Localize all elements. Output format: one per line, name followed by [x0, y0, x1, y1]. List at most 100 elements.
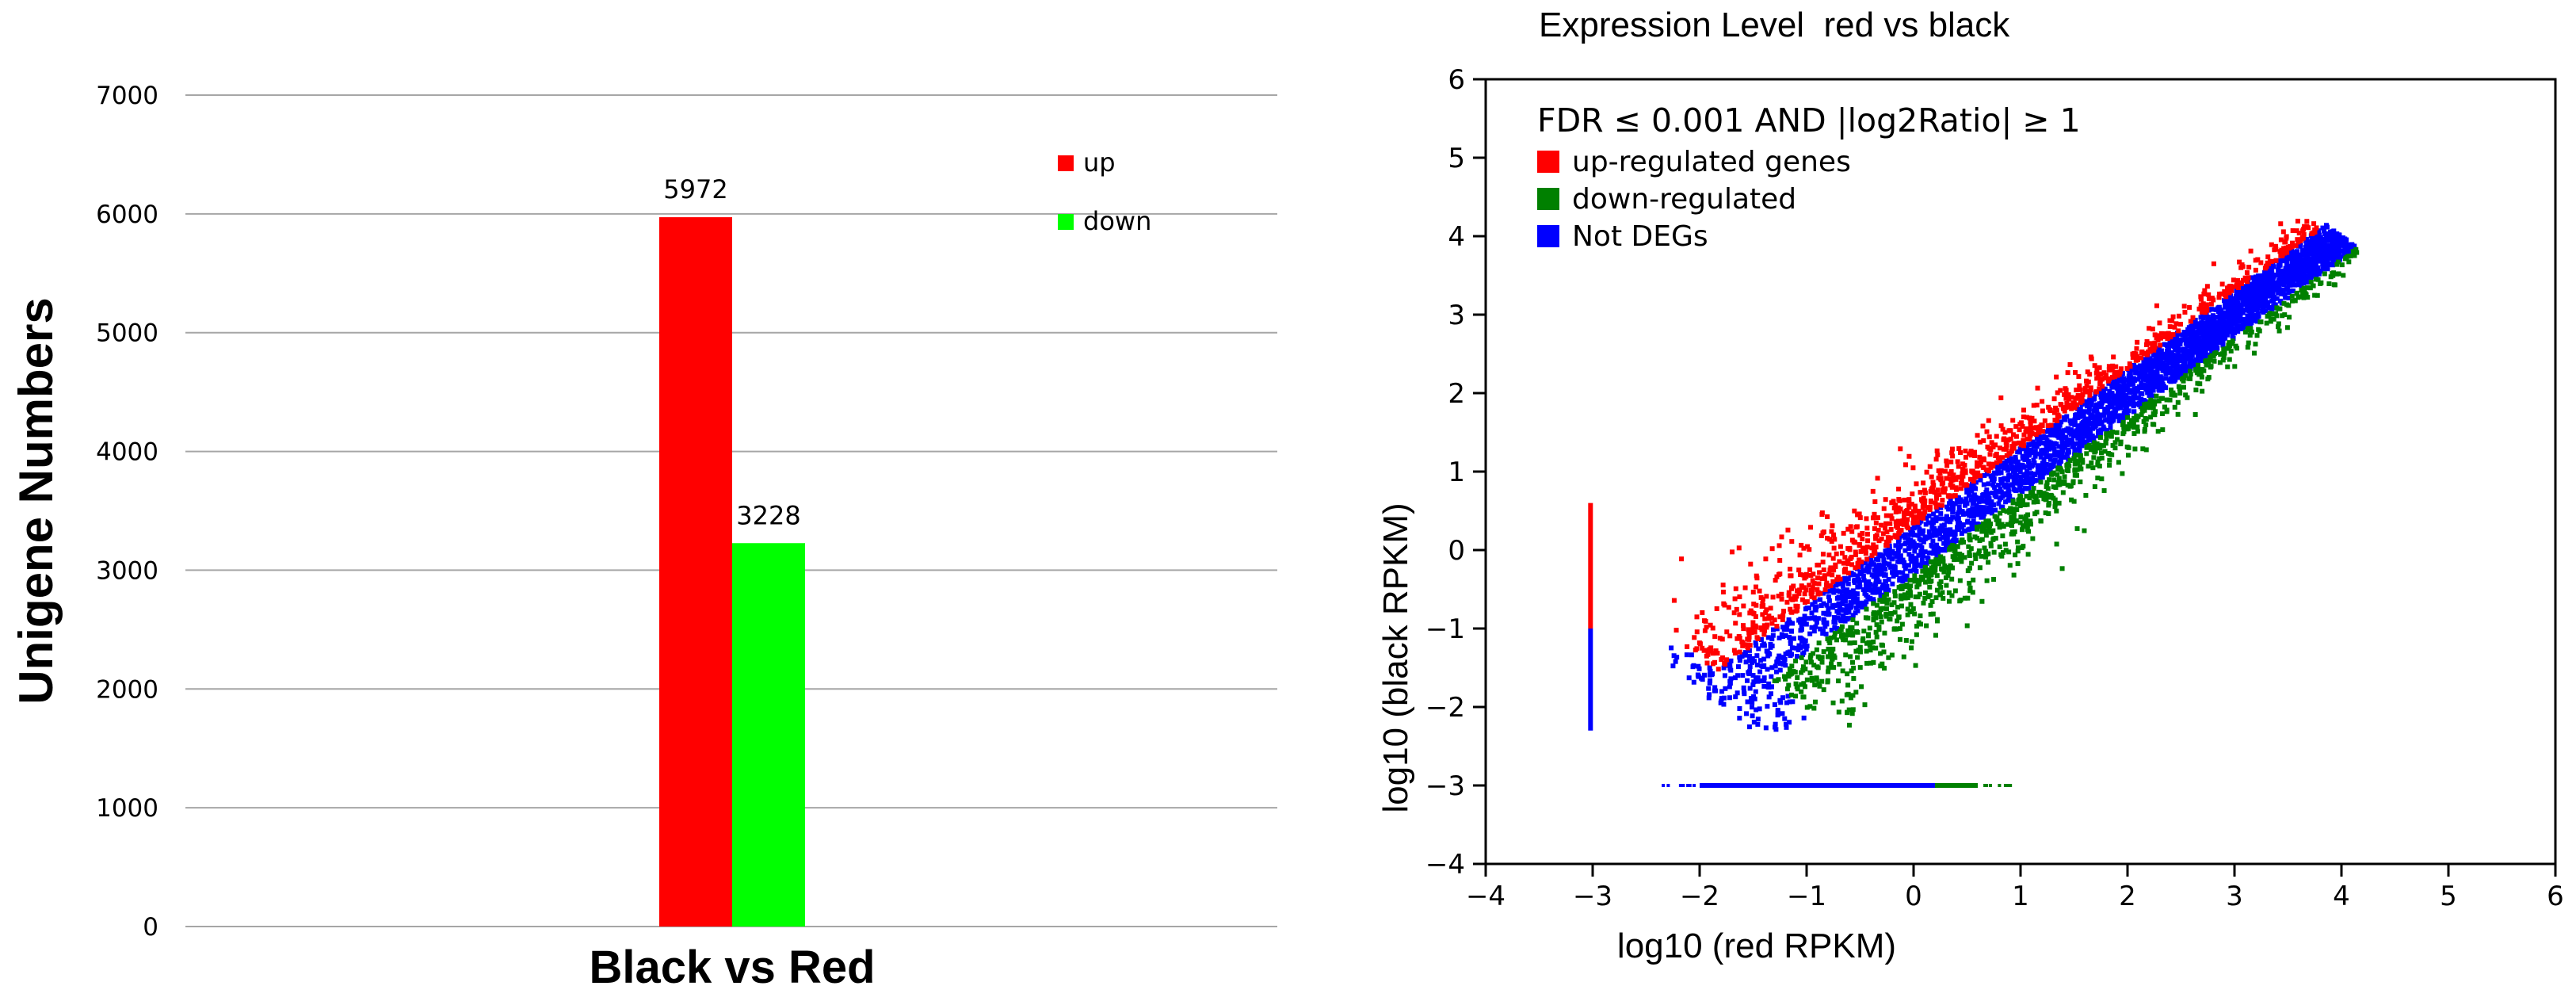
scatter-point-up-regulated	[1883, 526, 1887, 531]
scatter-point-not-degs	[2157, 388, 2162, 393]
scatter-point-not-degs	[2207, 322, 2212, 327]
scatter-point-down-regulated	[1971, 590, 1975, 594]
scatter-point-not-degs	[2044, 435, 2048, 440]
scatter-point-not-degs	[1824, 621, 1829, 626]
scatter-point-up-regulated	[1914, 481, 1918, 486]
scatter-point-down-regulated	[2140, 446, 2145, 451]
scatter-point-not-degs	[2219, 323, 2223, 327]
scatter-point-up-regulated	[1700, 610, 1704, 615]
scatter-point-down-regulated	[2257, 329, 2262, 334]
scatter-point-not-degs	[1766, 685, 1771, 690]
scatter-point-down-regulated	[2160, 427, 2165, 432]
scatter-point-down-regulated	[2072, 499, 2077, 504]
scatter-point-not-degs	[1789, 629, 1794, 634]
scatter-point-not-degs	[1993, 493, 1998, 498]
scatter-point-not-degs	[2006, 490, 2011, 495]
scatter-point-down-regulated	[1908, 602, 1913, 607]
scatter-point-up-regulated	[2249, 249, 2254, 254]
scatter-point-not-degs	[1799, 623, 1804, 628]
scatter-point-down-regulated	[1840, 699, 1845, 704]
scatter-point-down-regulated	[2160, 411, 2165, 416]
scatter-point-up-regulated	[1911, 518, 1916, 523]
scatter-point-down-regulated	[1817, 640, 1822, 645]
scatter-point-up-regulated	[1845, 558, 1850, 563]
scatter-point-down-regulated	[2207, 375, 2212, 380]
scatter-point-not-degs	[1931, 511, 1936, 516]
scatter-point-down-regulated	[2071, 456, 2076, 460]
scatter-point-up-regulated	[2168, 324, 2173, 329]
scatter-point-not-degs	[1881, 565, 1886, 570]
scatter-point-not-degs	[1723, 686, 1727, 691]
scatter-point-not-degs	[1965, 519, 1970, 524]
scatter-point-not-degs	[2063, 441, 2068, 446]
scatter-point-down-regulated	[2047, 477, 2051, 482]
scatter-point-up-regulated	[1847, 546, 1852, 551]
scatter-point-not-degs	[1707, 695, 1712, 700]
scatter-point-down-regulated	[1953, 549, 1958, 554]
scatter-point-up-regulated	[1872, 499, 1877, 504]
scatter-point-not-degs	[1761, 663, 1766, 668]
scatter-point-not-degs	[2273, 273, 2278, 277]
scatter-point-up-regulated	[2227, 284, 2231, 289]
scatter-point-down-regulated	[1959, 560, 1963, 564]
scatter-point-not-degs	[2157, 353, 2162, 357]
scatter-point-down-regulated	[2025, 512, 2030, 517]
scatter-point-not-degs	[1995, 466, 2000, 471]
scatter-point-down-regulated	[2083, 493, 2088, 498]
scatter-point-not-degs	[2100, 396, 2105, 400]
scatter-point-down-regulated	[1838, 629, 1842, 634]
scatter-point-not-degs	[1914, 559, 1918, 564]
scatter-point-not-degs	[1802, 617, 1807, 622]
scatter-point-up-regulated	[1754, 635, 1759, 640]
scatter-point-down-regulated	[1965, 596, 1970, 601]
scatter-point-down-regulated	[1912, 573, 1917, 578]
scatter-point-not-degs	[2265, 270, 2270, 275]
scatter-point-up-regulated	[2017, 427, 2022, 432]
scatter-point-down-regulated	[2112, 445, 2117, 450]
scatter-point-not-degs	[2279, 270, 2284, 275]
scatter-point-down-regulated	[2135, 429, 2140, 434]
scatter-point-up-regulated	[2087, 389, 2092, 394]
scatter-point-up-regulated	[1765, 623, 1769, 628]
scatter-point-down-regulated	[1855, 630, 1860, 635]
scatter-point-not-degs	[1769, 691, 1773, 696]
scatter-point-not-degs	[2021, 465, 2026, 470]
scatter-point-down-regulated	[1967, 550, 1971, 555]
scatter-point-down-regulated	[2001, 550, 2005, 555]
scatter-point-down-regulated	[2098, 435, 2103, 440]
scatter-point-not-degs	[2178, 367, 2183, 372]
scatter-point-up-regulated	[1754, 614, 1758, 619]
scatter-point-not-degs	[2135, 377, 2140, 382]
scatter-point-down-regulated	[1803, 659, 1808, 664]
scatter-point-not-degs	[2107, 415, 2112, 420]
scatter-point-not-degs	[1782, 716, 1787, 721]
scatter-point-not-degs	[2062, 455, 2067, 460]
scatter-point-down-regulated	[2093, 484, 2097, 489]
scatter-point-down-regulated	[1853, 640, 1857, 645]
scatter-point-up-regulated	[1838, 577, 1842, 582]
scatter-point-up-regulated	[1769, 606, 1773, 610]
scatter-point-down-regulated	[1977, 548, 1982, 553]
scatter-point-not-degs	[1669, 645, 1673, 650]
scatter-point-up-regulated	[1977, 455, 1982, 460]
scatter-point-not-degs	[2269, 299, 2274, 304]
scatter-point-not-degs	[2321, 266, 2326, 271]
scatter-point-up-regulated	[2104, 375, 2109, 380]
scatter-point-not-degs	[2097, 419, 2101, 424]
scatter-point-not-degs	[2322, 260, 2326, 265]
scatter-point-down-regulated	[1989, 530, 1994, 535]
scatter-point-not-degs	[2295, 273, 2299, 278]
scatter-point-up-regulated	[1963, 455, 1968, 460]
scatter-point-not-degs	[1819, 603, 1824, 608]
scatter-point-not-degs	[1866, 570, 1871, 575]
scatter-point-not-degs	[1798, 636, 1803, 640]
scatter-point-not-degs	[2250, 301, 2255, 306]
scatter-point-up-regulated	[1704, 654, 1709, 659]
scatter-point-up-regulated	[1693, 648, 1698, 652]
scatter-point-down-regulated	[2008, 563, 2013, 567]
scatter-point-up-regulated	[1746, 627, 1751, 632]
scatter-point-down-regulated	[2281, 301, 2286, 306]
scatter-point-not-degs	[1685, 652, 1689, 657]
scatter-point-not-degs	[2083, 430, 2088, 434]
scatter-point-up-regulated	[1910, 465, 1915, 470]
